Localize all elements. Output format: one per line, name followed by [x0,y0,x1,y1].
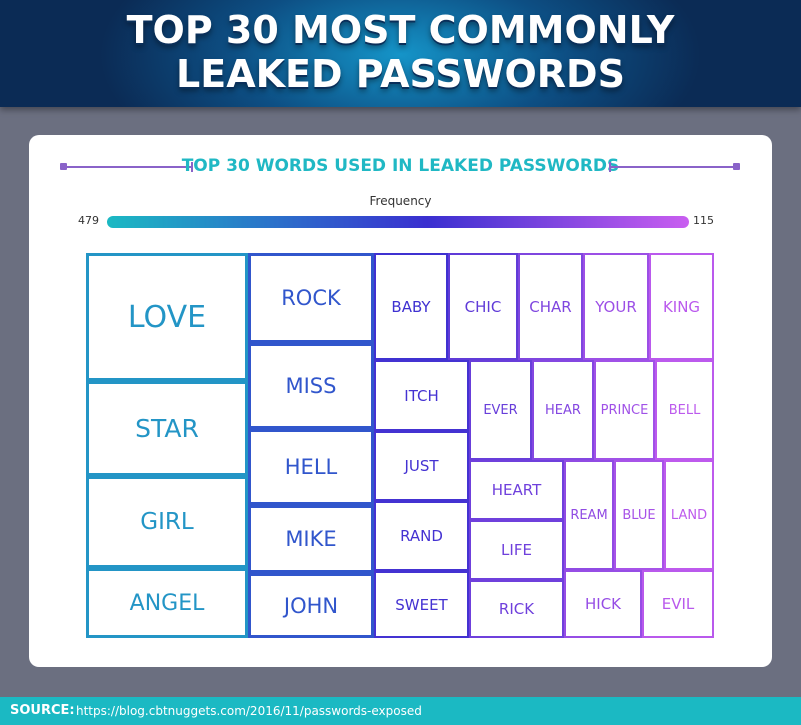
treemap-cell-john: JOHN [248,573,374,638]
treemap-cell-your: YOUR [583,253,649,360]
treemap-cell-ream: REAM [564,460,614,570]
treemap-cell-evil: EVIL [642,570,714,638]
treemap-cell-label: STAR [135,414,199,443]
treemap-cell-label: EVIL [661,595,695,613]
legend-label: Frequency [369,194,432,208]
rule-left-line [64,166,192,168]
treemap-cell-hell: HELL [248,429,374,505]
rule-right-line [610,166,736,168]
treemap-cell-life: LIFE [469,520,564,580]
treemap-cell-mike: MIKE [248,505,374,573]
treemap-cell-label: REAM [570,507,608,523]
treemap-cell-bell: BELL [655,360,714,460]
legend-min-label: 115 [693,214,714,227]
rule-right-dot [733,163,740,170]
treemap-cell-label: MIKE [285,527,337,551]
treemap-cell-rand: RAND [374,501,469,571]
treemap-cell-label: BLUE [622,507,656,523]
treemap-cell-label: HICK [584,595,621,613]
treemap-cell-label: CHAR [529,297,572,316]
treemap-cell-label: EVER [483,402,518,418]
treemap: LOVE STAR GIRL ANGEL ROCK MISS HELL MIKE JOHN BAB… [86,253,714,638]
treemap-cell-hear: HEAR [532,360,594,460]
treemap-cell-label: RAND [400,527,443,545]
treemap-cell-label: JOHN [283,593,339,618]
treemap-cell-label: ITCH [404,386,439,405]
treemap-cell-label: LIFE [501,541,532,559]
treemap-cell-miss: MISS [248,343,374,429]
treemap-cell-label: KING [662,297,701,316]
source-link[interactable]: https://blog.cbtnuggets.com/2016/11/pass… [76,704,422,718]
treemap-cell-label: MISS [285,374,337,398]
source-label: SOURCE: [10,703,75,718]
treemap-cell-king: KING [649,253,714,360]
treemap-cell-just: JUST [374,431,469,501]
treemap-cell-ever: EVER [469,360,532,460]
chart-title: TOP 30 WORDS USED IN LEAKED PASSWORDS [181,156,620,176]
treemap-cell-label: ROCK [281,286,341,310]
treemap-cell-rick: RICK [469,580,564,638]
treemap-cell-prince: PRINCE [594,360,655,460]
treemap-cell-angel: ANGEL [86,568,248,638]
treemap-cell-label: GIRL [140,509,194,535]
rule-left-dot [60,163,67,170]
treemap-cell-label: HEAR [545,402,581,418]
treemap-cell-label: LOVE [127,299,207,335]
rule-left-end [191,162,193,172]
treemap-cell-hick: HICK [564,570,642,638]
treemap-cell-char: CHAR [518,253,583,360]
treemap-cell-heart: HEART [469,460,564,520]
treemap-cell-star: STAR [86,381,248,476]
treemap-cell-label: CHIC [464,297,502,316]
treemap-cell-land: LAND [664,460,714,570]
treemap-cell-label: YOUR [595,297,637,316]
treemap-cell-label: SWEET [395,595,448,614]
page-title-line-2: LEAKED PASSWORDS [176,52,625,96]
treemap-cell-label: BELL [668,402,701,418]
treemap-cell-label: RICK [498,600,535,618]
treemap-cell-label: JUST [404,457,439,475]
header-banner: TOP 30 MOST COMMONLY LEAKED PASSWORDS [0,0,801,107]
treemap-cell-chic: CHIC [448,253,518,360]
legend-color-scale [107,216,689,228]
treemap-cell-blue: BLUE [614,460,664,570]
treemap-cell-itch: ITCH [374,360,469,431]
treemap-cell-label: LAND [670,507,708,523]
treemap-cell-girl: GIRL [86,476,248,568]
treemap-cell-label: PRINCE [600,402,649,418]
treemap-cell-label: BABY [391,297,431,316]
legend-max-label: 479 [78,214,99,227]
treemap-cell-rock: ROCK [248,253,374,343]
treemap-cell-label: HEART [491,481,542,499]
source-bar [0,697,801,725]
treemap-cell-sweet: SWEET [374,571,469,638]
page-title-line-1: TOP 30 MOST COMMONLY [126,8,675,52]
treemap-cell-label: ANGEL [129,590,205,616]
treemap-cell-love: LOVE [86,253,248,381]
treemap-cell-label: HELL [284,455,338,479]
treemap-cell-baby: BABY [374,253,448,360]
